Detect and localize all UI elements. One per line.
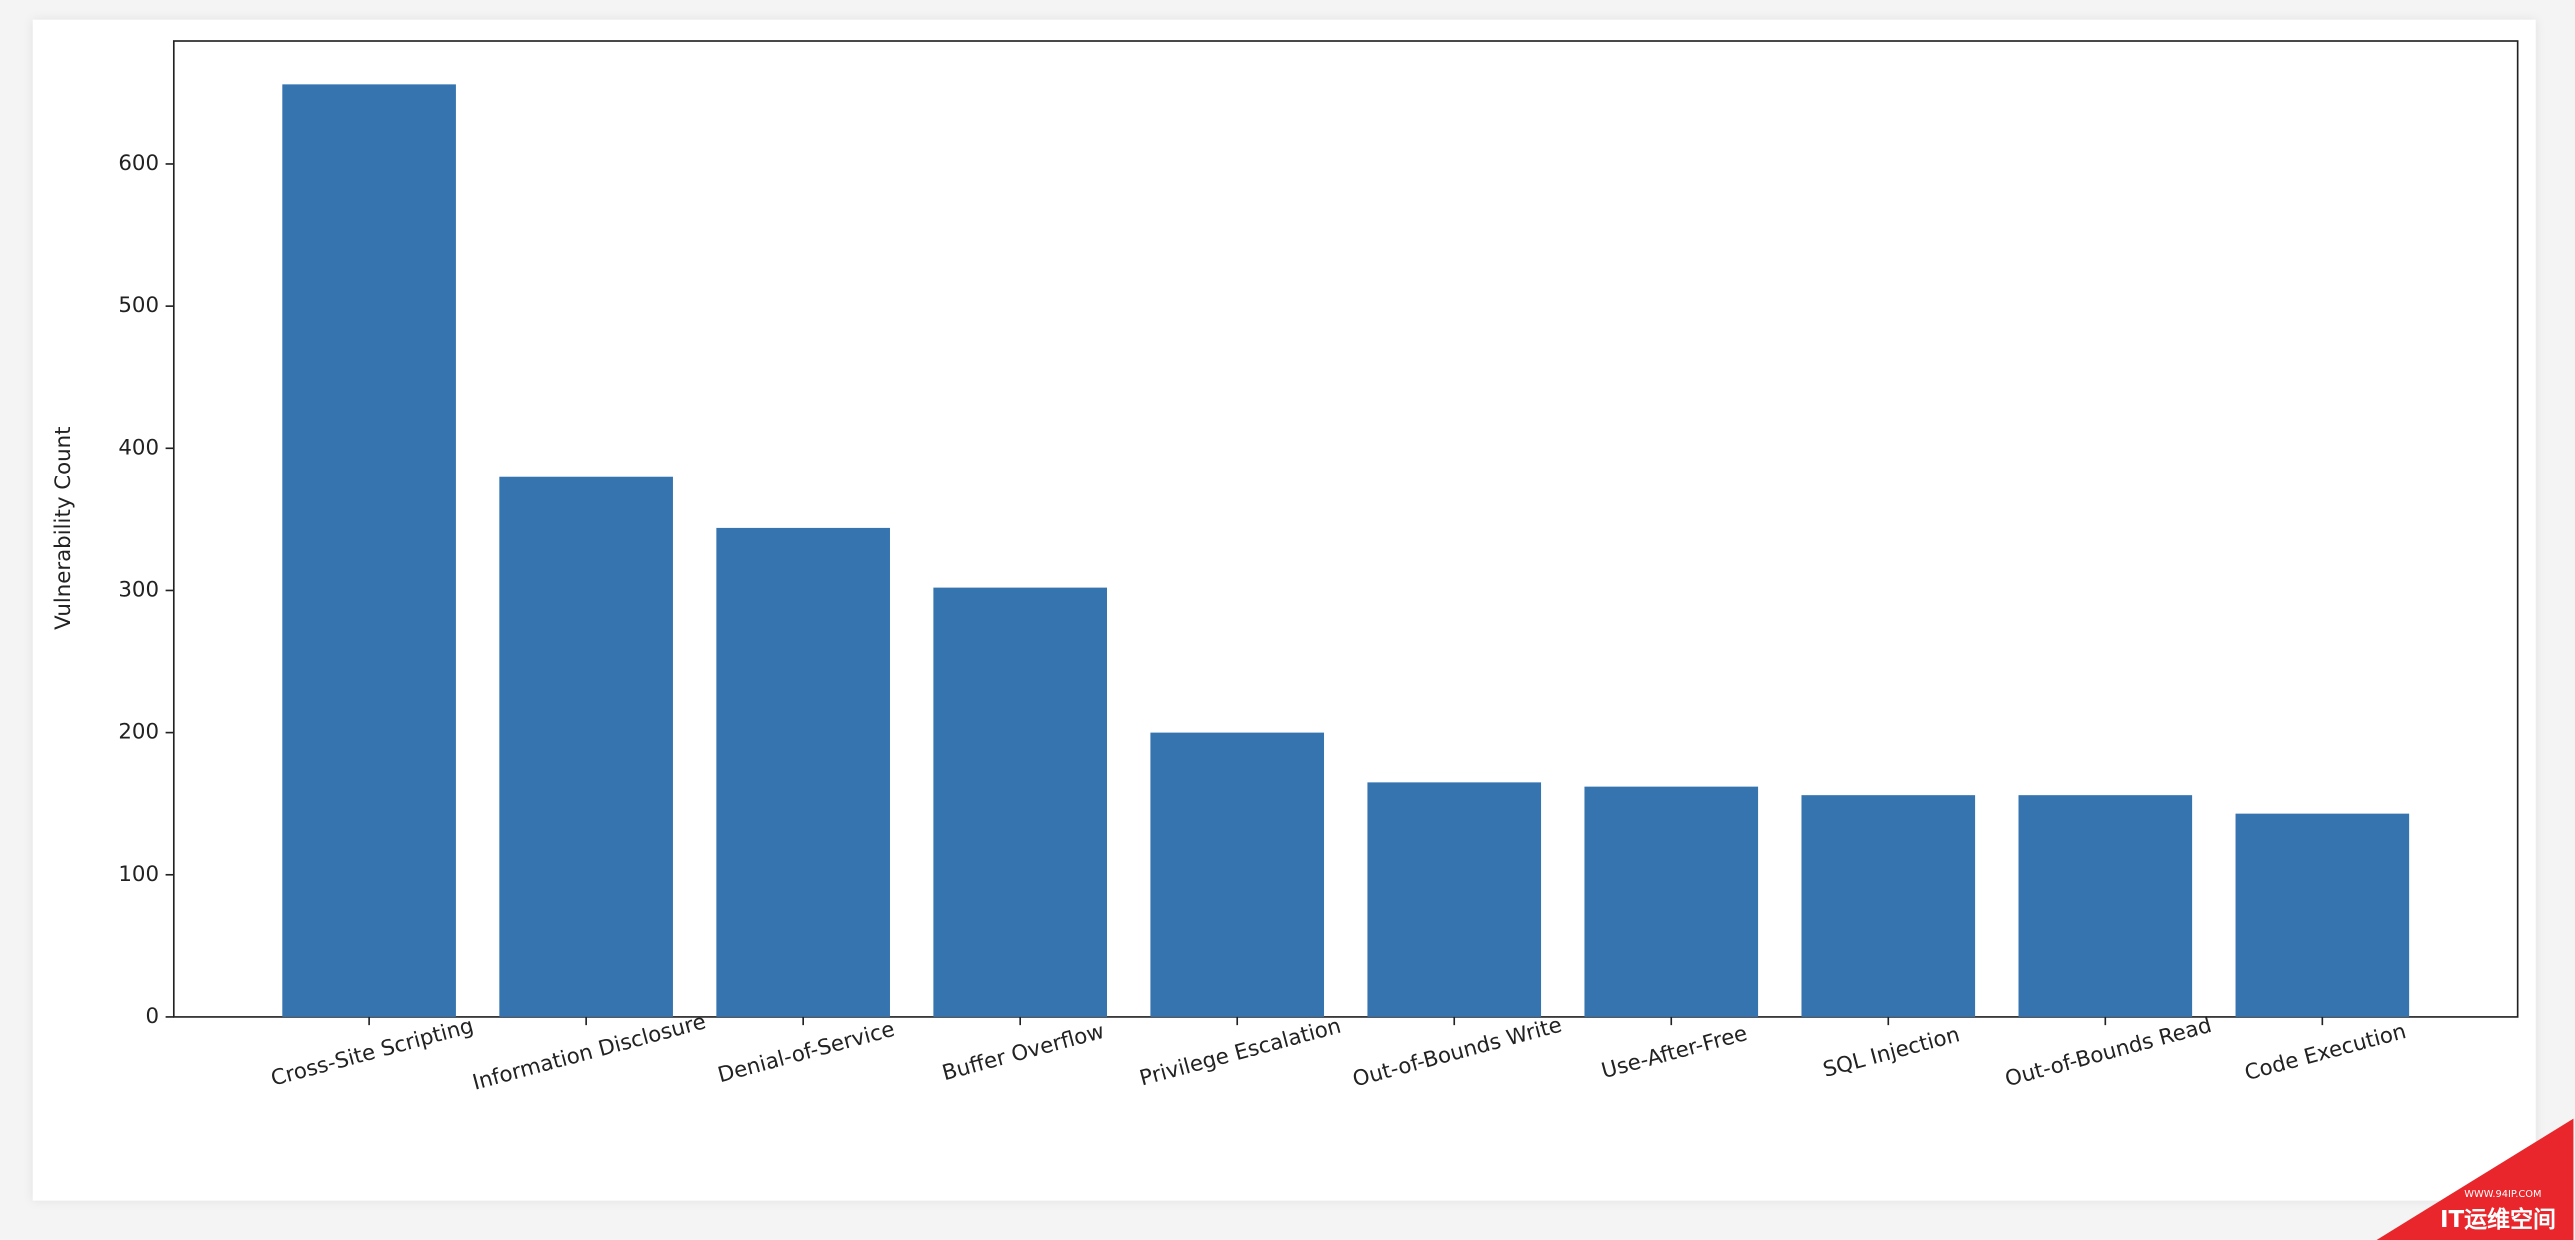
y-tick-label: 600 xyxy=(118,151,159,176)
y-tick-label: 400 xyxy=(118,435,159,460)
bar xyxy=(1801,795,1976,1017)
y-tick-label: 0 xyxy=(145,1004,159,1029)
bar xyxy=(2235,813,2410,1017)
plot-frame xyxy=(172,40,2519,1018)
y-tick-label: 500 xyxy=(118,293,159,318)
bar xyxy=(282,84,456,1017)
bar xyxy=(1367,782,1542,1017)
bar xyxy=(499,476,673,1017)
bar xyxy=(933,587,1108,1017)
watermark-name: IT运维空间 xyxy=(2440,1206,2556,1233)
bar xyxy=(1584,786,1759,1017)
y-tick-label: 200 xyxy=(118,720,159,745)
bar xyxy=(1150,732,1325,1017)
bar xyxy=(716,527,890,1017)
watermark-site: WWW.94IP.COM xyxy=(2464,1189,2541,1200)
watermark-badge xyxy=(2376,1118,2574,1240)
y-tick-label: 300 xyxy=(118,577,159,602)
bar xyxy=(2018,795,2193,1017)
y-tick-label: 100 xyxy=(118,862,159,887)
y-axis-label: Vulnerability Count xyxy=(51,426,76,629)
